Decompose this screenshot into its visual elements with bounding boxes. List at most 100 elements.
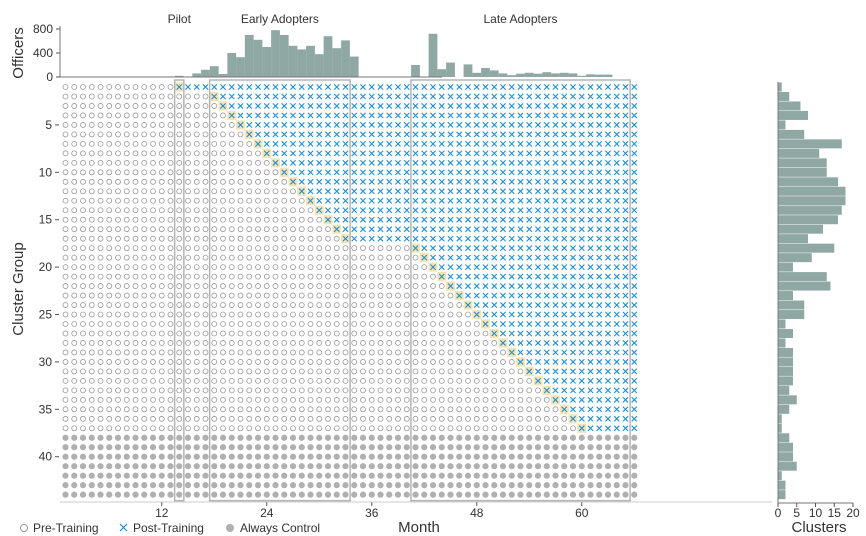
pre-cell xyxy=(255,188,261,195)
officers-bar xyxy=(568,73,578,77)
pre-cell xyxy=(447,292,454,299)
treated-cell xyxy=(561,311,568,318)
pre-cell xyxy=(351,396,358,403)
pre-cell xyxy=(123,150,130,157)
control-cell xyxy=(342,491,349,498)
pre-cell xyxy=(132,254,139,261)
control-cell xyxy=(307,444,314,451)
pre-cell xyxy=(246,302,253,308)
control-cell xyxy=(333,463,340,470)
treated-cell xyxy=(561,216,568,223)
phase-label: Pilot xyxy=(168,12,192,26)
treated-cell xyxy=(613,178,620,185)
treated-cell xyxy=(570,131,576,138)
pre-cell xyxy=(211,311,218,318)
pre-cell xyxy=(237,377,244,384)
clusters-bar xyxy=(778,423,782,433)
pre-cell xyxy=(430,340,436,346)
pre-cell xyxy=(412,292,419,299)
pre-cell xyxy=(115,359,121,365)
pre-cell xyxy=(430,359,436,365)
pre-cell xyxy=(141,406,148,413)
pre-cell xyxy=(123,292,130,299)
pre-cell xyxy=(237,140,244,147)
treated-cell xyxy=(613,112,620,119)
treated-cell xyxy=(298,112,305,119)
treated-cell xyxy=(351,140,358,147)
control-cell xyxy=(517,444,524,451)
control-cell xyxy=(613,453,620,460)
control-cell xyxy=(596,472,603,479)
pre-cell xyxy=(412,377,419,384)
pre-cell xyxy=(62,321,69,327)
pre-cell xyxy=(272,188,279,195)
treated-cell xyxy=(613,377,620,384)
treated-cell xyxy=(395,207,401,214)
pre-cell xyxy=(298,340,305,346)
treated-cell xyxy=(622,349,629,356)
treated-cell xyxy=(605,121,611,128)
treated-cell xyxy=(605,349,611,356)
pre-cell xyxy=(447,387,454,394)
treated-cell xyxy=(298,93,305,100)
treated-cell xyxy=(543,84,550,90)
treated-cell xyxy=(613,349,620,356)
control-cell xyxy=(79,463,87,470)
treated-cell xyxy=(526,292,533,299)
pre-cell xyxy=(141,415,148,422)
pre-cell xyxy=(123,330,130,337)
pre-cell xyxy=(517,396,524,403)
pre-cell xyxy=(123,112,130,119)
treated-cell xyxy=(473,216,480,223)
pre-cell xyxy=(220,169,226,176)
treated-cell xyxy=(386,84,393,90)
treated-cell xyxy=(482,93,489,100)
control-cell xyxy=(499,482,507,489)
pre-cell xyxy=(132,197,139,204)
treated-cell xyxy=(473,102,480,109)
treated-cell xyxy=(596,93,603,100)
officers-bar xyxy=(507,75,517,77)
pre-cell xyxy=(167,131,174,138)
pre-cell xyxy=(465,377,471,384)
treated-cell xyxy=(587,377,594,384)
pre-cell xyxy=(220,140,226,147)
pre-cell xyxy=(368,396,375,403)
control-cell xyxy=(246,463,253,470)
control-cell xyxy=(464,472,472,479)
pre-cell xyxy=(342,415,349,422)
pre-cell xyxy=(316,359,323,365)
clusters-bar xyxy=(778,404,790,414)
pre-cell xyxy=(316,245,323,252)
pre-cell xyxy=(193,340,200,346)
treated-cell xyxy=(578,188,585,195)
pre-cell xyxy=(228,415,235,422)
treated-cell xyxy=(386,226,393,233)
treated-cell xyxy=(596,150,603,157)
clusters-bar xyxy=(778,376,793,386)
pre-cell xyxy=(228,273,235,280)
pre-cell xyxy=(185,330,191,337)
treated-cell xyxy=(447,273,454,280)
treated-cell xyxy=(395,131,401,138)
pre-cell xyxy=(167,169,174,176)
control-cell xyxy=(359,463,367,470)
pre-cell xyxy=(412,359,419,365)
treated-cell xyxy=(578,368,585,375)
pre-cell xyxy=(342,406,349,413)
pre-cell xyxy=(281,340,288,346)
treated-cell xyxy=(491,197,498,204)
treated-cell xyxy=(325,159,331,166)
treated-cell xyxy=(403,140,410,147)
pre-cell xyxy=(316,340,323,346)
pre-cell xyxy=(456,359,463,365)
pre-cell xyxy=(150,103,156,109)
treated-cell xyxy=(316,102,323,109)
treated-cell xyxy=(377,178,384,185)
pre-cell xyxy=(316,425,323,432)
treated-cell xyxy=(272,121,279,128)
pre-cell xyxy=(360,396,366,403)
phase-boxes: Pilot Early Adopters Late Adopters xyxy=(168,12,631,502)
pre-cell xyxy=(263,169,270,176)
control-cell xyxy=(421,491,428,498)
